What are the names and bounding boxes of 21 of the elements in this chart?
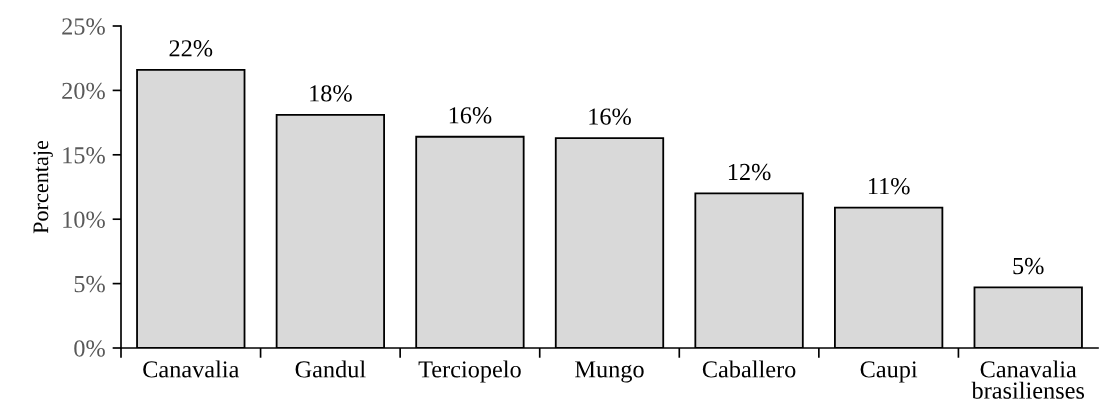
x-tick-label: Canavalia brasilienses	[971, 360, 1085, 399]
y-axis-title: Porcentaje	[33, 140, 53, 234]
x-tick-label: Caupi	[860, 361, 918, 383]
y-tick-label: 0%	[74, 340, 105, 357]
y-tick-label: 5%	[74, 275, 105, 293]
y-tick-label: 20%	[62, 82, 105, 100]
x-tick-label: Mungo	[575, 361, 644, 383]
data-label: 16%	[449, 107, 492, 124]
data-label: 16%	[589, 108, 631, 125]
y-tick-label: 10%	[63, 211, 105, 228]
data-label: 18%	[310, 85, 352, 102]
data-label: 5%	[1013, 257, 1044, 275]
x-tick-label: Canavalia	[143, 360, 240, 378]
x-tick-label: Caballero	[702, 360, 796, 378]
data-label: 22%	[169, 40, 213, 57]
x-tick-label: Terciopelo	[418, 360, 521, 383]
data-label: 12%	[728, 163, 771, 181]
data-label: 11%	[868, 177, 910, 195]
x-tick-label: Gandul	[295, 360, 366, 378]
y-tick-label: 25%	[62, 18, 105, 35]
y-tick-label: 15%	[63, 147, 105, 164]
